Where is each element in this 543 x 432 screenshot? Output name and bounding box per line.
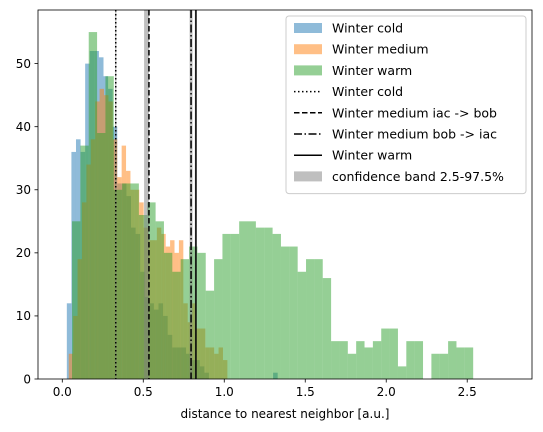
histogram-bar (147, 202, 156, 379)
histogram-bar (80, 145, 89, 379)
legend-box (285, 15, 527, 195)
histogram-bar (66, 303, 72, 379)
legend-label: Winter warm (332, 148, 412, 163)
histogram-bar (214, 259, 223, 379)
histogram-bar (339, 341, 348, 379)
histogram-bar (180, 259, 190, 379)
legend-label: confidence band 2.5-97.5% (332, 169, 504, 184)
legend: Winter cold Winter medium Winter warm Winte… (285, 15, 527, 195)
histogram-bars (66, 32, 474, 379)
histogram-bar (431, 353, 440, 379)
histogram-bar (289, 246, 298, 379)
confidence-band (144, 10, 149, 379)
histogram-bar (297, 271, 307, 379)
legend-entry: Winter medium (294, 42, 429, 57)
legend-swatch (294, 65, 322, 76)
histogram-bar (448, 341, 457, 379)
y-axis-ticks: 0 10 20 30 40 50 (16, 57, 38, 386)
histogram-bar (155, 221, 164, 379)
legend-entry: Winter medium iac -> bob (294, 105, 497, 120)
histogram-bar (222, 233, 231, 379)
y-tick-label: 20 (16, 246, 31, 260)
series-winter-warm (72, 32, 474, 379)
histogram-bar (322, 278, 332, 379)
y-tick-label: 50 (16, 57, 31, 71)
histogram-bar (68, 353, 74, 379)
legend-label: Winter warm (332, 63, 412, 78)
legend-swatch (294, 171, 322, 182)
histogram-bar (72, 221, 81, 379)
histogram-bar (122, 183, 131, 379)
histogram-bar (172, 271, 181, 379)
histogram-bar (280, 246, 290, 379)
legend-entry: Winter medium bob -> iac (294, 127, 497, 142)
histogram-bar (272, 233, 281, 379)
histogram-bar (372, 341, 382, 379)
histogram-bar (381, 328, 390, 379)
histogram-bar (189, 246, 198, 379)
histogram-bar (88, 32, 98, 379)
histogram-bar (105, 76, 114, 379)
y-tick-label: 30 (16, 183, 31, 197)
histogram-bar (356, 341, 365, 379)
histogram-bar (397, 366, 407, 379)
legend-label: Winter cold (332, 84, 403, 99)
histogram-bar (163, 252, 173, 379)
histogram-bar (456, 347, 465, 379)
x-axis-ticks: 0.0 0.5 1.0 1.5 2.0 2.5 (53, 379, 477, 399)
y-tick-label: 0 (23, 372, 31, 386)
plot-frame (37, 9, 533, 380)
legend-label: Winter medium (332, 42, 429, 57)
histogram-bar (264, 227, 273, 379)
histogram-bar (205, 290, 215, 379)
histogram-bar (247, 221, 256, 379)
x-tick-label: 0.5 (134, 385, 153, 399)
histogram-bar (138, 215, 148, 379)
x-tick-label: 1.5 (296, 385, 315, 399)
legend-label: Winter medium iac -> bob (332, 105, 497, 120)
x-tick-label: 2.5 (458, 385, 477, 399)
legend-entry: confidence band 2.5-97.5% (294, 169, 504, 184)
histogram-bar (406, 341, 415, 379)
histogram-bar (389, 328, 398, 379)
histogram-bar (347, 353, 357, 379)
legend-entry: Winter cold (294, 21, 403, 36)
histogram-bar (306, 259, 315, 379)
legend-entry: Winter warm (294, 63, 412, 78)
histogram-bar (255, 227, 265, 379)
y-tick-label: 10 (16, 309, 31, 323)
histogram-bar (364, 347, 373, 379)
legend-swatch (294, 44, 322, 55)
legend-swatch (294, 23, 322, 33)
y-tick-label: 40 (16, 120, 31, 134)
reference-lines (114, 10, 197, 379)
histogram-bar (230, 233, 240, 379)
histogram-bar (130, 183, 139, 379)
legend-label: Winter cold (332, 21, 403, 36)
histogram-bar (314, 259, 323, 379)
legend-entry: Winter cold (294, 84, 403, 99)
x-tick-label: 0.0 (53, 385, 72, 399)
histogram-bar (113, 189, 123, 379)
legend-label: Winter medium bob -> iac (332, 127, 497, 142)
x-tick-label: 2.0 (377, 385, 396, 399)
x-axis-label: distance to nearest neighbor [a.u.] (181, 407, 390, 421)
legend-entry: Winter warm (294, 148, 412, 163)
histogram-bar (239, 221, 248, 379)
histogram-bar (331, 341, 340, 379)
histogram-bar (464, 347, 474, 379)
histogram-bar (97, 133, 106, 379)
histogram-bar (197, 252, 206, 379)
x-tick-label: 1.0 (215, 385, 234, 399)
histogram-bar (414, 341, 424, 379)
histogram-bar (439, 353, 449, 379)
